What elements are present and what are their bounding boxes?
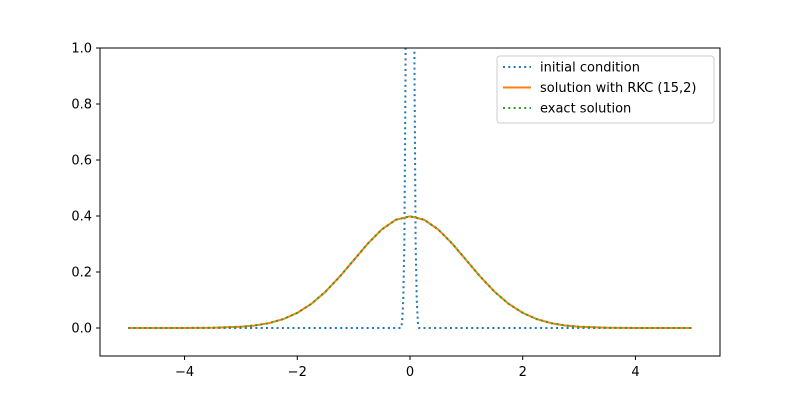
y-axis: 0.0 0.2 0.4 0.6 0.8 1.0 [71, 42, 100, 337]
legend-label: initial condition [540, 61, 640, 76]
y-tick-label: 1.0 [71, 42, 92, 57]
legend-label: solution with RKC (15,2) [540, 81, 696, 96]
series-layer [128, 48, 692, 329]
y-tick-label: 0.6 [71, 154, 92, 169]
y-tick-label: 0.2 [71, 266, 92, 281]
legend-box [496, 55, 715, 124]
legend-label: exact solution [540, 102, 631, 117]
x-tick-label: 2 [519, 365, 527, 380]
y-tick-label: 0.4 [71, 210, 92, 225]
y-tick-label: 0.0 [71, 322, 92, 337]
series-line-3 [128, 215, 692, 329]
x-tick-label: −2 [288, 365, 307, 380]
legend: initial condition solution with RKC (15,2… [496, 55, 715, 124]
y-tick-label: 0.8 [71, 98, 92, 113]
x-axis: −4 −2 0 2 4 [175, 356, 640, 380]
series-line-1 [128, 48, 692, 329]
x-tick-label: 0 [406, 365, 414, 380]
series-line-2 [128, 215, 692, 329]
x-tick-label: 4 [631, 365, 639, 380]
x-tick-label: −4 [175, 365, 194, 380]
